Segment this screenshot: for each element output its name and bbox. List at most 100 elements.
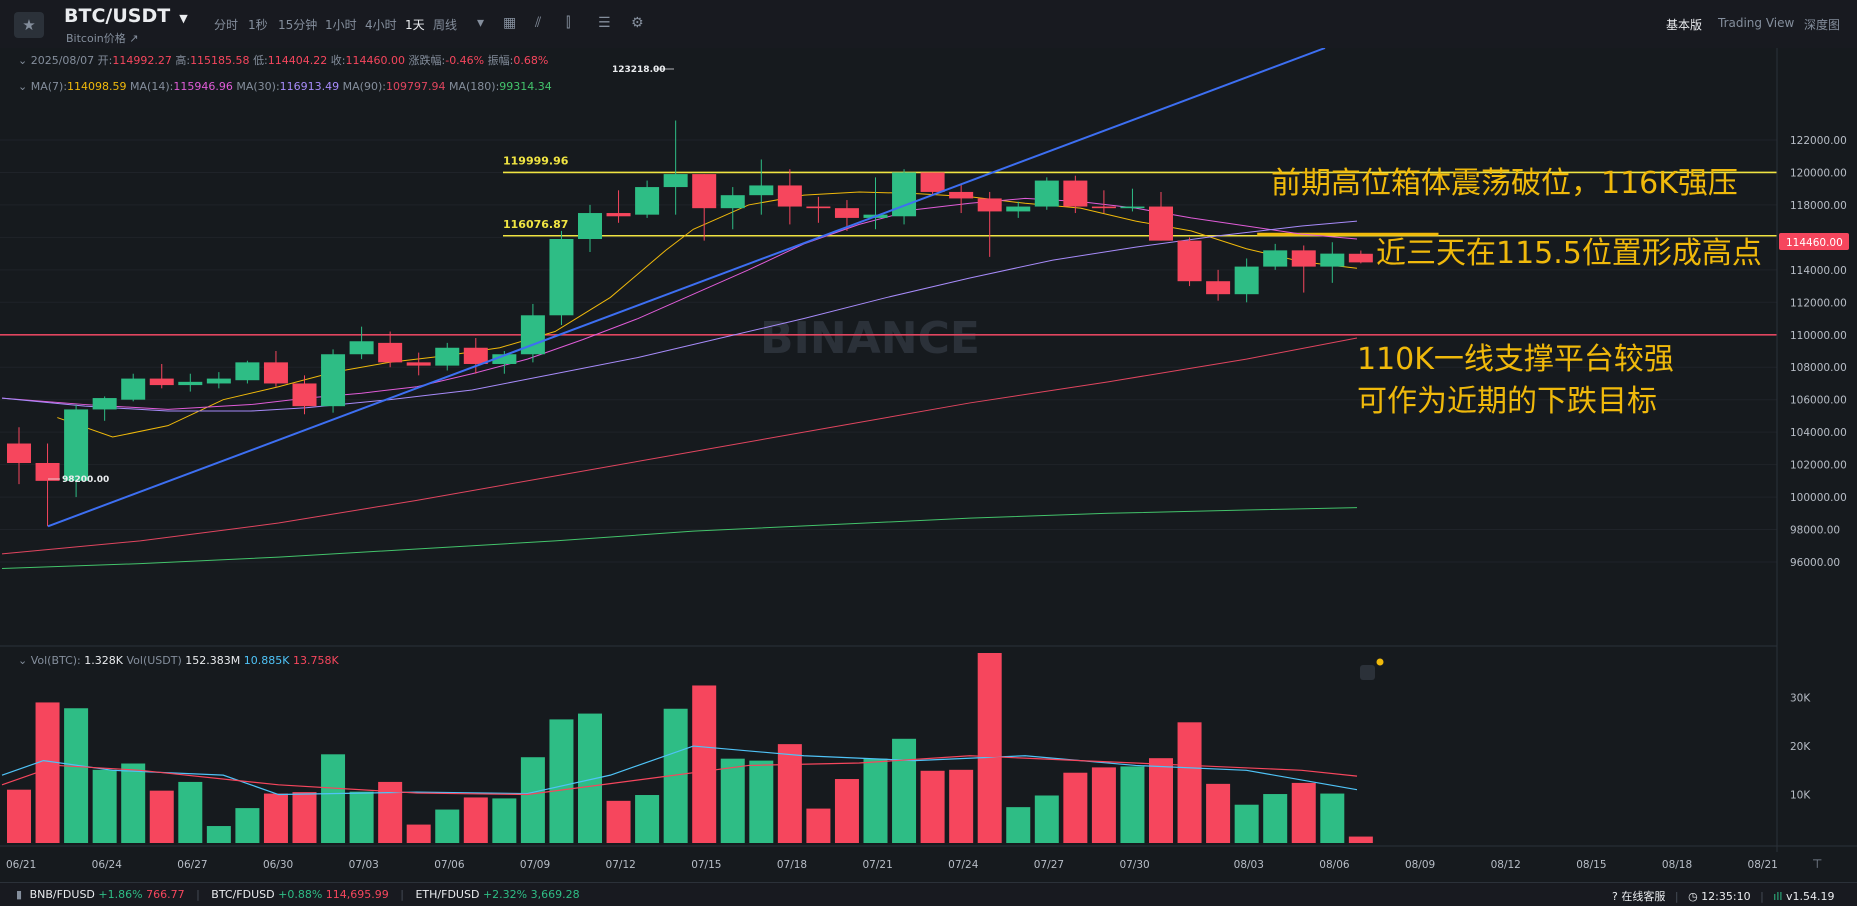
candle-body — [35, 462, 60, 481]
ohlc-low: 114404.22 — [267, 54, 328, 67]
volume-bar — [1091, 767, 1116, 843]
price-tick: 102000.00 — [1790, 460, 1847, 472]
volume-ma-line — [1, 745, 1358, 796]
price-tick: 118000.00 — [1790, 200, 1847, 212]
timeframe-tab[interactable]: 周线 — [433, 18, 458, 32]
chevron-down-icon[interactable]: ⌄ — [18, 80, 28, 93]
volume-bar — [1263, 794, 1288, 843]
vol-ma2: 13.758K — [292, 654, 339, 667]
watermark: BINANCE — [760, 313, 980, 364]
pair-selector[interactable]: BTC/USDT ▼ — [64, 5, 188, 27]
ma180-value: 99314.34 — [499, 80, 552, 93]
date-tick: 08/12 — [1491, 859, 1521, 871]
candle-body — [1149, 206, 1173, 241]
indicator-icon[interactable]: ⫽ — [535, 15, 542, 31]
drawings: 123218.00 98200.00 — [47, 48, 1326, 528]
candle-body — [463, 347, 488, 364]
bottom-bar: ▮ BNB/FDUSD +1.86% 766.77 | BTC/FDUSD +0… — [0, 882, 1857, 906]
volume-bar — [777, 744, 802, 843]
price-tick: 114000.00 — [1790, 265, 1847, 277]
volume-bar — [720, 758, 745, 843]
date-tick: 06/27 — [177, 859, 207, 871]
candle-body — [606, 213, 631, 217]
ticker-bnb[interactable]: BNB/FDUSD +1.86% 766.77 — [29, 888, 185, 901]
chevron-down-icon[interactable]: ▾ — [477, 15, 485, 31]
timeframe-tab[interactable]: 15分钟 — [278, 18, 318, 32]
ma-line — [57, 191, 1358, 438]
candle-body — [1320, 253, 1345, 267]
volume-bar — [178, 781, 203, 843]
candle-body — [263, 362, 288, 384]
timeframe-tab[interactable]: 分时 — [214, 18, 239, 32]
level-label: 119999.96 — [503, 154, 569, 167]
annotation-resistance: 前期高位箱体震荡破位，116K强压 — [1271, 166, 1738, 201]
ohlc-close: 114460.00 — [345, 54, 406, 67]
candle-body — [149, 378, 174, 386]
volume-bar — [892, 738, 917, 843]
timeframe-tab[interactable]: 1秒 — [248, 18, 268, 32]
volume-bar — [1234, 804, 1259, 843]
view-depth[interactable]: 深度图 — [1804, 18, 1841, 32]
candle-body — [635, 187, 660, 215]
date-tick: 06/21 — [6, 859, 36, 871]
volume-bar — [1149, 758, 1173, 843]
candle-body — [206, 378, 231, 384]
support-link[interactable]: 在线客服 — [1621, 890, 1666, 903]
trendline — [47, 48, 1326, 528]
timeframe-tab[interactable]: 4小时 — [365, 18, 397, 32]
candle-body — [1348, 253, 1373, 263]
candle-body — [1091, 206, 1116, 209]
pair-subtitle[interactable]: Bitcoin价格 ↗ — [66, 32, 139, 45]
date-tick: 07/12 — [606, 859, 636, 871]
ticker-btc[interactable]: BTC/FDUSD +0.88% 114,695.99 — [211, 888, 389, 901]
candle-body — [64, 409, 89, 481]
vol-usdt: 152.383M — [185, 654, 241, 667]
layout-icon[interactable]: ☰ — [598, 15, 611, 31]
volume-bar — [749, 760, 774, 843]
volume-ma-lines — [1, 745, 1358, 796]
candle-body — [378, 342, 403, 363]
price-tick: 112000.00 — [1790, 297, 1847, 309]
current-price-bg — [1779, 233, 1849, 250]
gear-icon[interactable]: ⚙ — [631, 15, 644, 31]
volume-bar — [321, 754, 346, 843]
ticker-eth[interactable]: ETH/FDUSD +2.32% 3,669.28 — [415, 888, 580, 901]
connection-icon: ıll — [1773, 890, 1783, 903]
price-tick: 106000.00 — [1790, 395, 1847, 407]
timeframe-tab[interactable]: 1小时 — [325, 18, 357, 32]
ticker-strip: ▮ BNB/FDUSD +1.86% 766.77 | BTC/FDUSD +0… — [16, 888, 580, 901]
star-favorite-icon[interactable]: ★ — [14, 12, 44, 38]
chevron-down-icon[interactable]: ⌄ — [18, 54, 28, 67]
time-axis: 06/21 06/24 06/27 06/30 07/03 07/06 07/09 07/12… — [6, 859, 1778, 871]
axis-settings-icon[interactable]: ⊤ — [1812, 857, 1822, 871]
level-label: 116076.87 — [503, 218, 568, 231]
price-tick: 122000.00 — [1790, 135, 1847, 147]
price-tick: 100000.00 — [1790, 492, 1847, 504]
ma-line — [1, 220, 1358, 412]
ohlc-open: 114992.27 — [112, 54, 172, 67]
price-tick: 110000.00 — [1790, 330, 1847, 342]
candle-type-icon[interactable]: ▦ — [503, 15, 517, 31]
price-tick: 104000.00 — [1790, 427, 1847, 439]
volume-bar — [1206, 783, 1231, 843]
view-basic[interactable]: 基本版 — [1666, 18, 1703, 32]
candle-body — [406, 362, 431, 366]
candle-body — [492, 354, 517, 364]
date-tick: 07/03 — [349, 859, 379, 871]
level-lines: 119999.96 116076.87 — [0, 154, 1777, 336]
volume-bar — [235, 808, 260, 843]
candle-body — [349, 341, 374, 355]
view-tradingview[interactable]: Trading View — [1718, 16, 1795, 30]
chevron-down-icon[interactable]: ⌄ — [18, 654, 28, 667]
help-icon[interactable]: ? — [1612, 890, 1618, 903]
timeframe-tab[interactable]: 1天 — [405, 18, 425, 32]
replay-icon[interactable] — [1360, 658, 1384, 681]
date-tick: 06/24 — [92, 859, 123, 871]
volume-bar — [263, 793, 288, 843]
chart-area[interactable]: BINANCE 119999.96 116076.87 123218.00 9820… — [0, 48, 1857, 882]
candlestick-icon[interactable]: ⫿ — [566, 15, 571, 31]
candle-body — [321, 354, 346, 407]
candle-body — [292, 383, 317, 407]
candle-body — [92, 398, 117, 410]
volume-bar — [121, 763, 146, 843]
